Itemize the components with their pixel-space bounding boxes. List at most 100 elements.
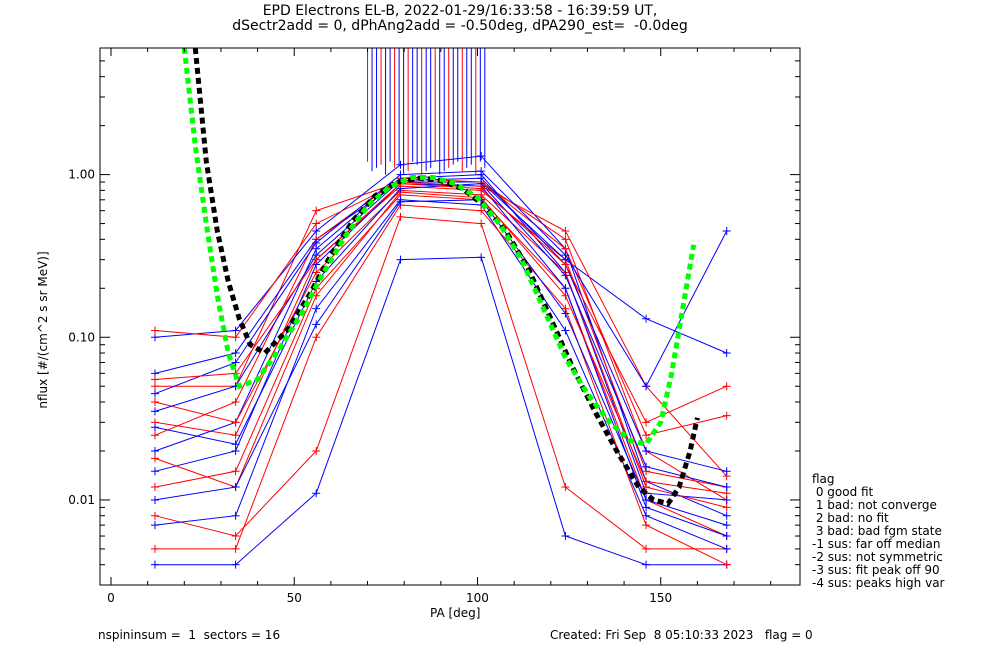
data-point <box>312 489 321 498</box>
data-point <box>150 333 159 342</box>
data-point <box>150 389 159 398</box>
data-point <box>722 227 731 236</box>
fit-curve-green <box>181 47 697 447</box>
data-point <box>231 467 240 476</box>
legend-item: 0 good fit <box>812 485 874 499</box>
data-point <box>561 271 570 280</box>
spectrum-line <box>154 199 727 526</box>
data-point <box>312 219 321 228</box>
fit-layer <box>181 47 700 507</box>
data-point <box>396 212 405 221</box>
spectrum-line <box>154 181 728 477</box>
data-point <box>150 544 159 553</box>
data-point <box>150 382 159 391</box>
spectrum-line <box>154 199 727 550</box>
data-point <box>722 382 731 391</box>
data-point <box>150 454 159 463</box>
data-point <box>150 326 159 335</box>
spectrum-line <box>155 204 727 566</box>
data-point <box>642 495 651 504</box>
data-point <box>312 255 321 264</box>
data-point <box>150 521 159 530</box>
footer-left: nspininsum = 1 sectors = 16 <box>98 628 281 642</box>
data-point <box>396 255 405 264</box>
spectrum-line <box>154 191 727 494</box>
data-point <box>477 219 486 228</box>
data-point <box>231 431 240 440</box>
y-tick-label: 0.10 <box>68 330 95 344</box>
data-point <box>477 184 486 193</box>
spectrum-line <box>154 170 728 395</box>
data-point <box>396 170 405 179</box>
spectrum-line <box>154 177 727 436</box>
flag-legend: flag 0 good fit 1 bad: not converge 2 ba… <box>812 473 944 590</box>
spectrum-line <box>154 174 727 501</box>
data-point <box>396 197 405 206</box>
data-point <box>150 483 159 492</box>
data-point <box>561 284 570 293</box>
data-point <box>231 326 240 335</box>
data-point <box>642 382 651 391</box>
data-point <box>722 495 731 504</box>
legend-item: 3 bad: bad fgm state <box>812 524 942 538</box>
data-point <box>150 467 159 476</box>
data-point <box>477 206 486 215</box>
data-point <box>642 560 651 569</box>
spectrum-line <box>154 155 727 517</box>
data-point <box>642 431 651 440</box>
data-point <box>722 467 731 476</box>
legend-item: -4 sus: peaks high var <box>812 576 945 590</box>
data-point <box>231 532 240 541</box>
y-axis-title: nflux [#/(cm^2 s sr MeV)] <box>36 251 50 409</box>
data-point <box>477 152 486 161</box>
data-point <box>150 397 159 406</box>
legend-title: flag <box>812 472 835 486</box>
data-point <box>231 440 240 449</box>
data-point <box>231 358 240 367</box>
data-point <box>231 418 240 427</box>
data-point <box>312 446 321 455</box>
data-point <box>150 495 159 504</box>
data-point <box>231 544 240 553</box>
x-tick-label: 150 <box>649 591 672 605</box>
footer-right: Created: Fri Sep 8 05:10:33 2023 flag = … <box>550 628 813 642</box>
data-point <box>722 521 731 530</box>
x-tick-label: 100 <box>466 591 489 605</box>
data-point <box>642 544 651 553</box>
data-point <box>642 462 651 471</box>
data-point <box>312 227 321 236</box>
data-point <box>312 206 321 215</box>
legend-item: -3 sus: fit peak off 90 <box>812 563 940 577</box>
data-point <box>477 253 486 262</box>
legend-item: 1 bad: not converge <box>812 498 937 512</box>
spectrum-line <box>154 194 727 537</box>
data-point <box>561 227 570 236</box>
chart-title-line1: EPD Electrons EL-B, 2022-01-29/16:33:58 … <box>262 3 658 19</box>
data-point <box>561 326 570 335</box>
y-tick-label: 1.00 <box>68 168 95 182</box>
data-point <box>722 560 731 569</box>
spectrum-line <box>154 183 727 423</box>
spectrum-line <box>154 216 727 550</box>
data-point <box>150 446 159 455</box>
data-point <box>722 544 731 553</box>
data-point <box>561 235 570 244</box>
data-point <box>150 407 159 416</box>
data-point <box>150 431 159 440</box>
data-point <box>231 446 240 455</box>
data-point <box>150 423 159 432</box>
spectrum-line <box>154 181 727 374</box>
data-point <box>722 349 731 358</box>
data-point <box>231 349 240 358</box>
data-point <box>722 511 731 520</box>
y-tick-label: 0.01 <box>68 493 95 507</box>
data-point <box>642 477 651 486</box>
spectrum-line <box>155 256 727 566</box>
data-point <box>312 268 321 277</box>
data-point <box>642 511 651 520</box>
data-point <box>722 411 731 420</box>
data-point <box>642 521 651 530</box>
chart-title-line2: dSectr2add = 0, dPhAng2add = -0.50deg, d… <box>232 18 688 34</box>
data-point <box>231 397 240 406</box>
